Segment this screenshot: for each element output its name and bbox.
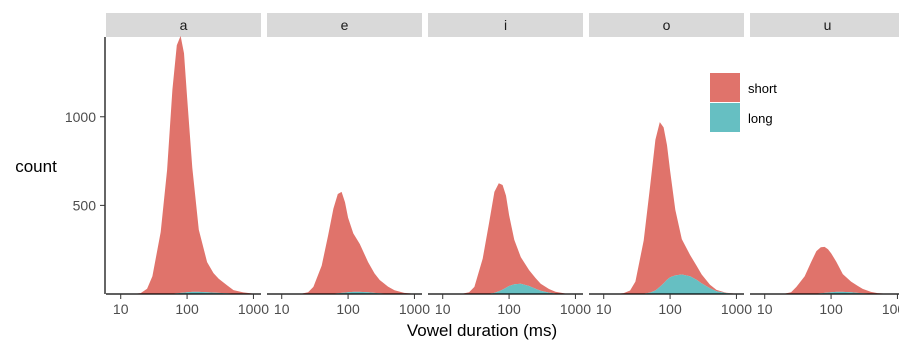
area-short-u [764, 246, 899, 294]
x-tick-label: 1000 [560, 301, 591, 317]
facet-panel-u: u 10 100 1000 [750, 13, 899, 317]
facet-panels: a 10 100 1000 e 10 100 1000 i 10 100 1000 o 10 100 1000… [106, 13, 899, 317]
y-axis-title: count [15, 157, 57, 176]
facet-strip [589, 13, 744, 37]
facet-strip [106, 13, 261, 37]
x-axis-title: Vowel duration (ms) [407, 321, 557, 340]
y-tick-label: 500 [73, 197, 97, 213]
x-tick-label: 1000 [721, 301, 752, 317]
legend-label-short: short [748, 81, 777, 96]
area-short-a [120, 35, 261, 295]
legend-swatch-short [710, 73, 740, 102]
facet-panel-e: e 10 100 1000 [267, 13, 430, 317]
legend: short long [710, 73, 777, 132]
x-tick-label: 10 [435, 301, 451, 317]
facet-strip-label: a [180, 17, 188, 33]
x-tick-label: 1000 [882, 301, 899, 317]
area-long-e [281, 291, 422, 294]
area-short-o [603, 122, 744, 294]
x-tick-label: 1000 [238, 301, 269, 317]
facet-strip-label: e [341, 17, 349, 33]
legend-swatch-long [710, 103, 740, 132]
facet-strip-label: u [824, 17, 832, 33]
facet-strip-label: i [504, 17, 507, 33]
x-tick-label: 10 [757, 301, 773, 317]
area-short-i [442, 183, 583, 294]
area-long-o [603, 274, 744, 294]
x-tick-label: 10 [596, 301, 612, 317]
x-tick-label: 10 [274, 301, 290, 317]
facet-panel-i: i 10 100 1000 [428, 13, 591, 317]
x-tick-label: 100 [497, 301, 521, 317]
area-long-i [442, 283, 583, 294]
legend-label-long: long [748, 111, 773, 126]
x-tick-label: 1000 [399, 301, 430, 317]
facet-panel-o: o 10 100 1000 [589, 13, 752, 317]
area-short-e [281, 191, 422, 294]
facet-strip-label: o [663, 17, 671, 33]
facet-panel-a: a 10 100 1000 [106, 13, 269, 317]
facet-strip [750, 13, 899, 37]
x-tick-label: 10 [113, 301, 129, 317]
facet-strip [267, 13, 422, 37]
x-tick-label: 100 [819, 301, 843, 317]
y-tick-label: 1000 [65, 109, 96, 125]
x-tick-label: 100 [658, 301, 682, 317]
y-axis: 500 1000 [65, 37, 106, 294]
x-tick-label: 100 [336, 301, 360, 317]
x-tick-label: 100 [175, 301, 199, 317]
facet-strip [428, 13, 583, 37]
